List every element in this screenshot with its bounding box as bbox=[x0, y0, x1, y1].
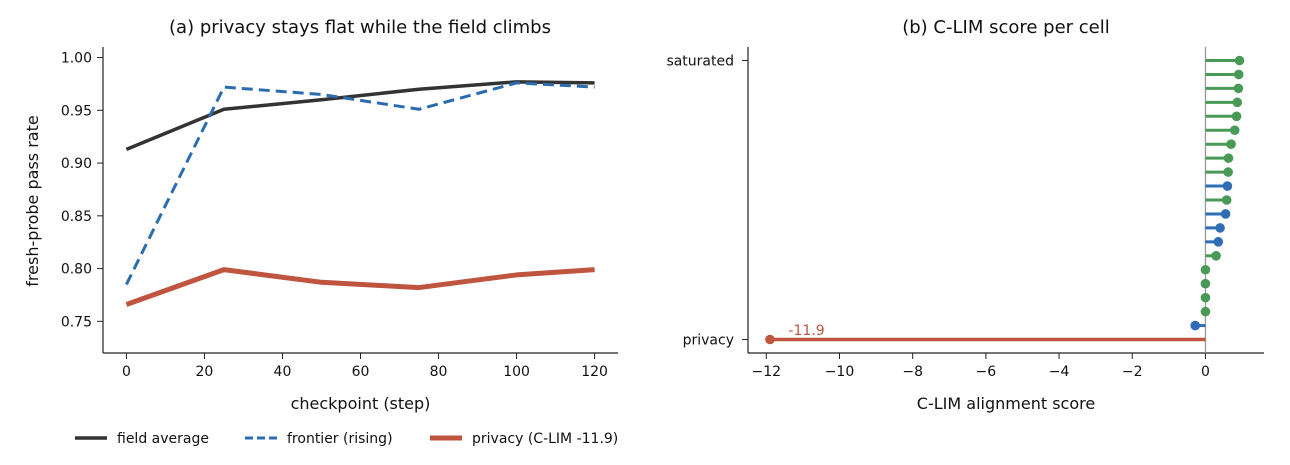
lollipop-point bbox=[1221, 195, 1232, 205]
x-tick-label: 0 bbox=[122, 364, 131, 380]
x-tick-label: −6 bbox=[976, 364, 997, 380]
lollipop-point bbox=[1233, 69, 1244, 80]
x-tick-label: 80 bbox=[430, 364, 448, 380]
x-tick-label: 60 bbox=[352, 364, 370, 380]
lollipop-point bbox=[1215, 223, 1225, 233]
y-tick-label: privacy bbox=[683, 333, 734, 349]
y-tick-label: 0.75 bbox=[61, 314, 92, 330]
chart-title: (a) privacy stays flat while the field c… bbox=[169, 17, 551, 38]
lollipop-point bbox=[1233, 83, 1244, 94]
annotation-label: -11.9 bbox=[788, 323, 824, 339]
x-tick-label: 40 bbox=[274, 364, 292, 380]
legend-label: field average bbox=[117, 431, 209, 447]
x-tick-label: −12 bbox=[752, 364, 782, 380]
lollipop-point bbox=[1220, 209, 1231, 219]
lollipop-point bbox=[1226, 139, 1236, 149]
lollipop-point bbox=[1213, 237, 1224, 247]
y-tick-label: saturated bbox=[666, 54, 734, 70]
y-tick-label: 0.80 bbox=[61, 262, 92, 278]
x-tick-label: −4 bbox=[1049, 364, 1070, 380]
x-tick-label: 0 bbox=[1201, 364, 1210, 380]
legend-label: privacy (C-LIM -11.9) bbox=[472, 431, 618, 447]
lollipop-point bbox=[1190, 320, 1200, 331]
panel-a: 0 20 40 60 80 100 120 0.75 0.80 0.85 0.90 0.95 1.00 (… bbox=[23, 17, 618, 413]
lollipop-point bbox=[1231, 111, 1242, 122]
x-axis-label: checkpoint (step) bbox=[291, 394, 431, 413]
series-line bbox=[125, 267, 595, 307]
lollipop-point bbox=[1200, 278, 1211, 289]
y-tick-label: 0.95 bbox=[61, 103, 92, 119]
y-tick-label: 1.00 bbox=[61, 51, 92, 67]
lollipop-point bbox=[1222, 181, 1233, 191]
lollipop-point bbox=[1200, 292, 1211, 303]
series-line bbox=[125, 81, 595, 286]
y-tick-label: 0.90 bbox=[61, 156, 92, 172]
lollipop-point bbox=[765, 334, 775, 345]
x-tick-label: −8 bbox=[902, 364, 923, 380]
y-axis-label: fresh-probe pass rate bbox=[23, 115, 42, 286]
series-line bbox=[125, 80, 595, 151]
lollipop-point bbox=[1232, 97, 1243, 108]
panel-b: −12 −10 −8 −6 −4 −2 0 privacy saturated -11.9 (b) … bbox=[666, 17, 1264, 413]
lollipop-point bbox=[1200, 306, 1211, 317]
lollipop-point bbox=[1211, 251, 1221, 261]
legend: field average frontier (rising) privacy (C… bbox=[75, 431, 618, 447]
legend-label: frontier (rising) bbox=[287, 431, 393, 447]
lollipop-point bbox=[1200, 264, 1211, 275]
lollipop-point bbox=[1223, 153, 1234, 163]
x-tick-label: 100 bbox=[503, 364, 530, 380]
x-tick-label: 20 bbox=[196, 364, 214, 380]
lollipop-point bbox=[1234, 55, 1245, 66]
lollipop-point bbox=[1223, 167, 1233, 177]
x-tick-label: 120 bbox=[581, 364, 608, 380]
chart-title: (b) C-LIM score per cell bbox=[902, 17, 1110, 38]
x-tick-label: −10 bbox=[825, 364, 855, 380]
y-tick-label: 0.85 bbox=[61, 209, 92, 225]
x-tick-label: −2 bbox=[1122, 364, 1143, 380]
x-axis-label: C-LIM alignment score bbox=[917, 394, 1095, 413]
lollipop-point bbox=[1229, 125, 1240, 136]
